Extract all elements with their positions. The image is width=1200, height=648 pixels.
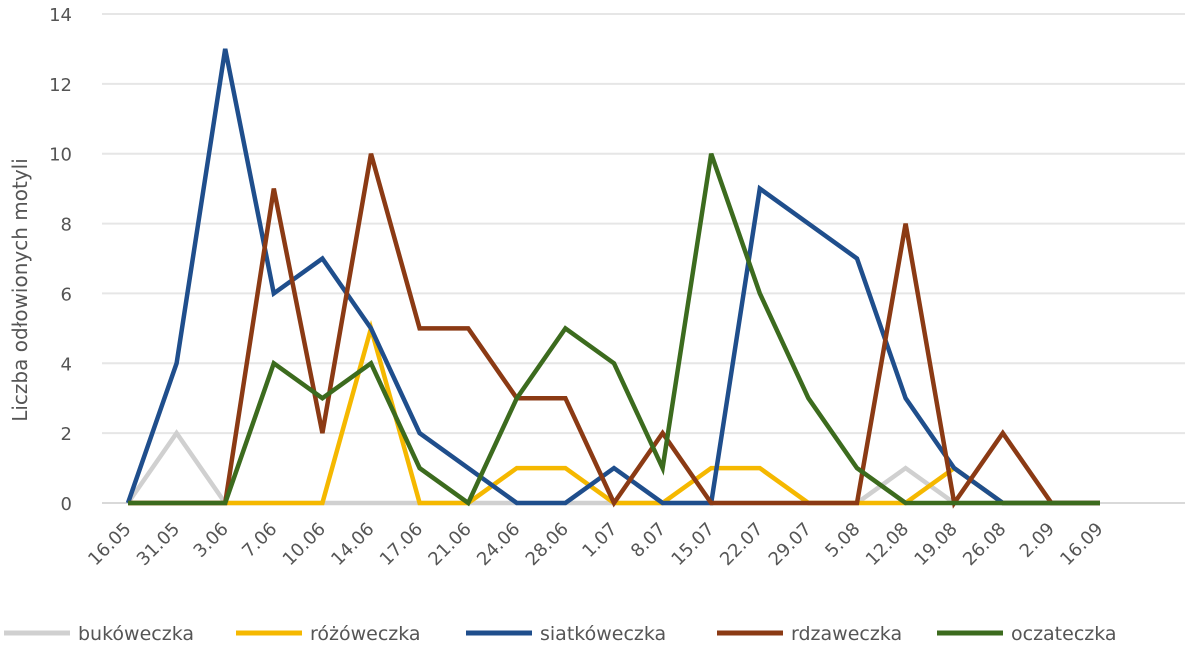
- x-tick-label: 8.07: [627, 519, 670, 562]
- series-line-różóweczka: [128, 320, 1100, 506]
- x-tick-label: 3.06: [190, 519, 233, 562]
- x-tick-label: 7.06: [238, 519, 281, 562]
- y-tick-label: 2: [61, 424, 72, 445]
- x-tick-label: 26.08: [959, 519, 1010, 570]
- y-tick-label: 10: [49, 145, 72, 166]
- x-tick-label: 29.07: [765, 519, 816, 570]
- x-tick-label: 1.07: [578, 519, 621, 562]
- y-tick-label: 8: [61, 215, 72, 236]
- x-tick-label: 31.05: [133, 519, 184, 570]
- series-line-siatkóweczka: [125, 48, 1100, 506]
- x-tick-label: 28.06: [522, 519, 573, 570]
- x-tick-label: 19.08: [910, 519, 961, 570]
- x-tick-label: 12.08: [862, 519, 913, 570]
- legend-label: oczateczka: [1011, 623, 1117, 645]
- y-tick-label: 12: [49, 75, 72, 96]
- series-line-rdzaweczka: [128, 153, 1100, 509]
- legend-label: różóweczka: [310, 623, 421, 645]
- y-tick-label: 4: [61, 354, 72, 375]
- legend: bukóweczka różóweczka siatkóweczka rdzawecz…: [4, 623, 1117, 645]
- y-tick-label: 0: [61, 494, 72, 515]
- legend-label: rdzaweczka: [791, 623, 902, 645]
- x-tick-label: 17.06: [376, 519, 427, 570]
- y-tick-label: 14: [49, 5, 72, 26]
- y-tick-labels: 0 2 4 6 8 10 12 14: [49, 5, 72, 515]
- x-tick-label: 16.09: [1056, 519, 1107, 570]
- x-tick-label: 16.05: [84, 519, 135, 570]
- y-axis-label: Liczba odłowionych motyli: [8, 158, 32, 422]
- x-tick-label: 14.06: [327, 519, 378, 570]
- x-tick-label: 5.08: [821, 519, 864, 562]
- series-lines: [125, 48, 1100, 509]
- legend-label: bukóweczka: [78, 623, 194, 645]
- x-tick-label: 15.07: [667, 519, 718, 570]
- x-tick-label: 22.07: [716, 519, 767, 570]
- gridlines: [102, 13, 1185, 435]
- series-line-oczateczka: [128, 152, 1100, 507]
- x-tick-label: 24.06: [473, 519, 524, 570]
- x-tick-label: 21.06: [424, 519, 475, 570]
- legend-label: siatkóweczka: [540, 623, 666, 645]
- x-tick-label: 2.09: [1016, 519, 1059, 562]
- x-tick-label: 10.06: [279, 519, 330, 570]
- y-tick-label: 6: [61, 284, 72, 305]
